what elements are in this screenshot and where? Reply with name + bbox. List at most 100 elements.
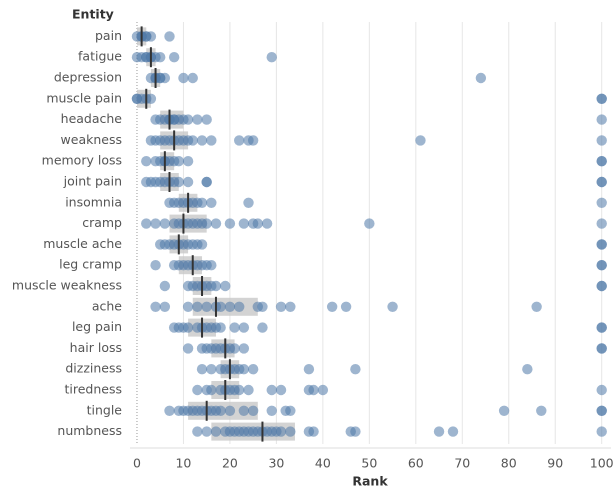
y-tick-label: numbness [57,423,122,438]
dot [187,135,198,146]
dot [596,114,607,125]
y-tick-label: insomnia [65,194,122,209]
dot [159,72,171,84]
dot [596,384,607,396]
dot [164,31,175,42]
x-tick-label: 80 [501,456,517,471]
dot [596,156,607,167]
dot [234,301,245,312]
dot [596,405,607,416]
dot [155,52,166,63]
dot [206,364,217,375]
x-tick-label: 30 [268,456,284,471]
dot [308,384,319,396]
dot [522,364,533,375]
dot [224,218,236,229]
x-tick-label: 70 [454,456,470,471]
dot [168,52,180,63]
dot [178,72,189,84]
dot [206,135,217,146]
dot [210,218,222,229]
y-tick-label: fatigue [78,49,122,64]
dot [238,364,250,375]
dot [206,260,217,271]
dot [350,426,361,437]
x-tick-label: 0 [133,456,141,471]
dot [266,384,277,396]
dot [596,322,607,333]
dot [215,405,226,416]
dot [596,343,607,354]
y-tick-label: headache [61,111,123,126]
y-tick-label: joint pain [63,174,122,189]
dot [159,301,171,312]
dot [536,405,547,416]
y-tick-label: cramp [82,215,122,230]
dot [247,405,259,416]
dot [229,343,240,354]
dot [201,301,212,312]
dot [247,135,259,146]
dot [215,322,226,333]
dot [243,197,254,208]
dot [159,280,171,292]
dot [182,176,194,188]
dot [215,301,226,312]
x-tick-label: 40 [315,456,331,471]
dot [173,156,184,167]
dot [229,322,240,333]
dot [238,218,250,229]
y-tick-label: ache [92,298,122,313]
dot [596,176,607,188]
y-tick-label: dizziness [65,361,122,376]
y-tick-label: tingle [87,402,123,417]
dot [206,197,217,208]
dot [201,114,212,125]
dot [234,135,245,146]
x-tick-label: 90 [547,456,563,471]
dot [187,72,198,84]
dot [192,301,203,312]
dot [182,322,194,333]
y-tick-label: muscle ache [43,236,122,251]
dot [415,135,426,146]
dot [285,405,296,416]
dot [145,31,157,42]
dot [196,197,208,208]
dot [387,301,398,312]
dot [433,426,445,437]
dot [317,384,329,396]
dot [164,405,175,416]
dot [234,384,245,396]
y-tick-label: tiredness [64,382,122,397]
y-tick-label: leg cramp [59,257,122,272]
x-tick-label: 10 [175,456,191,471]
x-tick-label: 100 [590,456,614,471]
dot [303,364,315,375]
dot [596,280,607,292]
dot [308,426,319,437]
dot [201,218,212,229]
dot [261,218,273,229]
y-header: Entity [72,7,114,22]
dot [206,384,217,396]
dot [224,405,236,416]
dot [275,301,287,312]
dot [196,239,208,250]
y-tick-label: weakness [61,132,122,147]
dot [150,218,161,229]
dot [596,135,607,146]
dot [285,301,296,312]
dot [182,156,194,167]
y-tick-label: muscle weakness [12,278,122,293]
dot [285,426,296,437]
dot [275,426,287,437]
dot [182,114,194,125]
dot [150,301,161,312]
dot [596,239,607,250]
y-tick-label: muscle pain [46,90,122,105]
dot [145,93,157,105]
dot [141,218,152,229]
dot [596,260,607,271]
